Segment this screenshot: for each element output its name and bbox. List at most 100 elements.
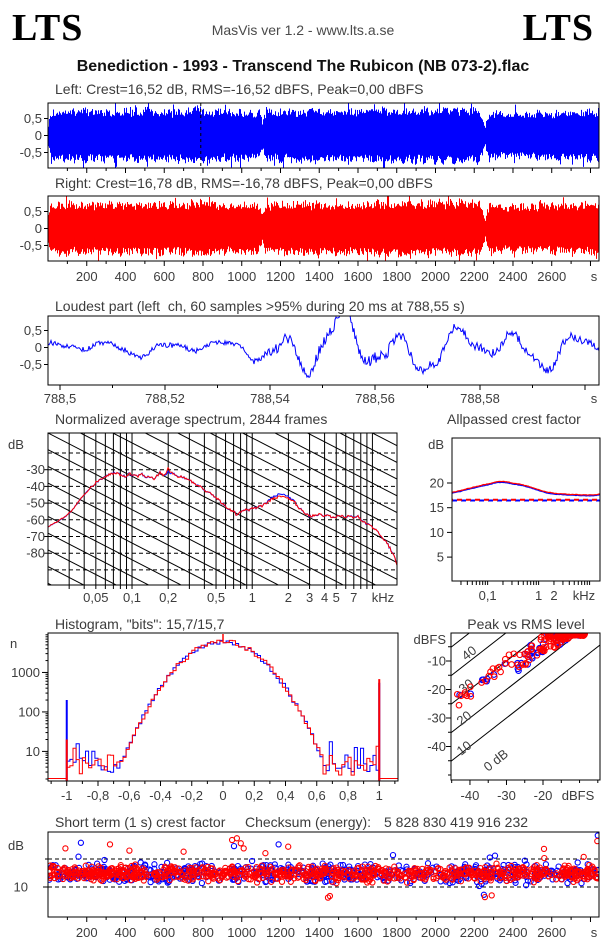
time-axis-unit: s xyxy=(591,269,598,284)
scatter-point xyxy=(361,876,368,883)
scatter-point xyxy=(175,865,182,872)
axis-tick-label: 1000 xyxy=(11,665,40,680)
pvr-points-right xyxy=(453,633,588,709)
chart-frame xyxy=(451,437,601,582)
scatter-point xyxy=(509,875,516,882)
grid-diagonal xyxy=(48,465,280,585)
scatter-point xyxy=(79,867,86,875)
scatter-point xyxy=(570,878,577,886)
axis-tick-label: 400 xyxy=(115,269,137,284)
checksum-value: 5 828 830 419 916 232 xyxy=(384,814,528,830)
scatter-point xyxy=(338,867,345,874)
scatter-point xyxy=(147,878,154,886)
outlier-point xyxy=(481,893,489,901)
grid-diagonal xyxy=(111,433,397,580)
scatter-point xyxy=(391,863,398,870)
grid-diagonal xyxy=(144,433,397,564)
axis-tick-label: 0 xyxy=(35,221,42,236)
axis-tick-label: -80 xyxy=(26,546,45,561)
scatter-point xyxy=(417,874,424,881)
scatter-point xyxy=(375,865,382,873)
loudest-part-chart: 0,5 0 -0,5 788,5 788,52 788,54 788,56 788,58 xyxy=(20,315,600,406)
scatter-point xyxy=(51,863,58,871)
scatter-point xyxy=(56,872,63,879)
chart-frame xyxy=(47,831,600,918)
scatter-point xyxy=(331,866,338,874)
axis-tick-label: 0,4 xyxy=(276,788,294,803)
axis-tick-label: 0,1 xyxy=(123,590,141,605)
scatter-point xyxy=(455,866,462,874)
scatter-point xyxy=(261,869,268,877)
scatter-point xyxy=(593,874,599,882)
grid-diagonal xyxy=(48,532,150,585)
outlier-point xyxy=(540,845,548,853)
axis-tick-label: 2600 xyxy=(537,925,566,940)
scatter-point xyxy=(228,869,236,876)
grid-diagonal xyxy=(241,433,397,513)
axis-tick-label: 2200 xyxy=(460,269,489,284)
outlier-point xyxy=(126,847,133,854)
scatter-point xyxy=(487,868,494,876)
spectrum-ylabel: dB xyxy=(8,437,24,452)
waveform-trace xyxy=(48,196,599,261)
scatter-point xyxy=(345,866,352,874)
scatter-point xyxy=(61,873,68,880)
axis-tick-label: 800 xyxy=(192,925,214,940)
scatter-point xyxy=(560,635,568,642)
axis-tick-label: 3 xyxy=(306,590,313,605)
scatter-point xyxy=(403,879,411,886)
scatter-point xyxy=(490,673,498,681)
scatter-point xyxy=(321,865,328,872)
outlier-point xyxy=(62,845,69,852)
scatter-point xyxy=(522,661,529,668)
crest-diagonal-label: 0 dB xyxy=(481,746,511,774)
scatter-point xyxy=(95,865,103,872)
outlier-point xyxy=(275,841,282,848)
scatter-point xyxy=(574,859,581,866)
scatter-point xyxy=(461,870,468,877)
scatter-point xyxy=(53,868,60,876)
waveform-right-chart: 0,5 0 -0,5 200 400 600 800 1000 1200 1400 1600 1800… xyxy=(20,195,600,284)
scatter-point xyxy=(463,865,471,872)
scatter-point xyxy=(280,868,287,876)
grid-diagonal xyxy=(273,433,397,497)
scatter-point xyxy=(491,868,498,875)
scatter-point xyxy=(334,876,342,884)
axis-tick-label: 1 xyxy=(249,590,256,605)
scatter-point xyxy=(121,868,128,875)
axis-tick-label: 2400 xyxy=(499,925,528,940)
crest-diagonal xyxy=(451,633,544,705)
scatter-point xyxy=(560,633,568,637)
axis-tick-label: -10 xyxy=(427,654,446,669)
lts-logo-left: LTS xyxy=(12,7,84,49)
axis-tick-label: 2000 xyxy=(421,269,450,284)
scatter-point xyxy=(281,872,289,880)
scatter-point xyxy=(302,872,309,879)
scatter-point xyxy=(334,866,341,874)
axis-tick-label: 200 xyxy=(76,925,98,940)
lts-logo-right: LTS xyxy=(522,7,594,49)
scatter-point xyxy=(467,683,474,691)
scatter-point xyxy=(113,876,121,883)
scatter-point xyxy=(185,877,192,884)
scatter-point xyxy=(339,861,347,869)
axis-tick-label: -0,5 xyxy=(20,357,42,372)
axis-tick-label: 0,1 xyxy=(479,588,497,603)
scatter-point xyxy=(341,868,349,875)
axis-tick-label: -60 xyxy=(26,512,45,527)
app-version-text: MasVis ver 1.2 - www.lts.a.se xyxy=(211,22,395,38)
crest-diagonal-label: 40 xyxy=(459,643,480,664)
scatter-point xyxy=(537,636,545,644)
scatter-point xyxy=(207,865,214,872)
scatter-point xyxy=(314,871,321,879)
scatter-point xyxy=(514,661,521,669)
scatter-point xyxy=(454,872,461,879)
scatter-point xyxy=(517,659,525,667)
scatter-point xyxy=(532,875,540,882)
scatter-point xyxy=(505,861,512,869)
outlier-point xyxy=(180,848,187,855)
axis-tick-label: 1800 xyxy=(382,269,411,284)
scatter-point xyxy=(285,871,292,878)
masvis-report-canvas: Left: Crest=16,52 dB, RMS=-16,52 dBFS, P… xyxy=(8,81,601,940)
